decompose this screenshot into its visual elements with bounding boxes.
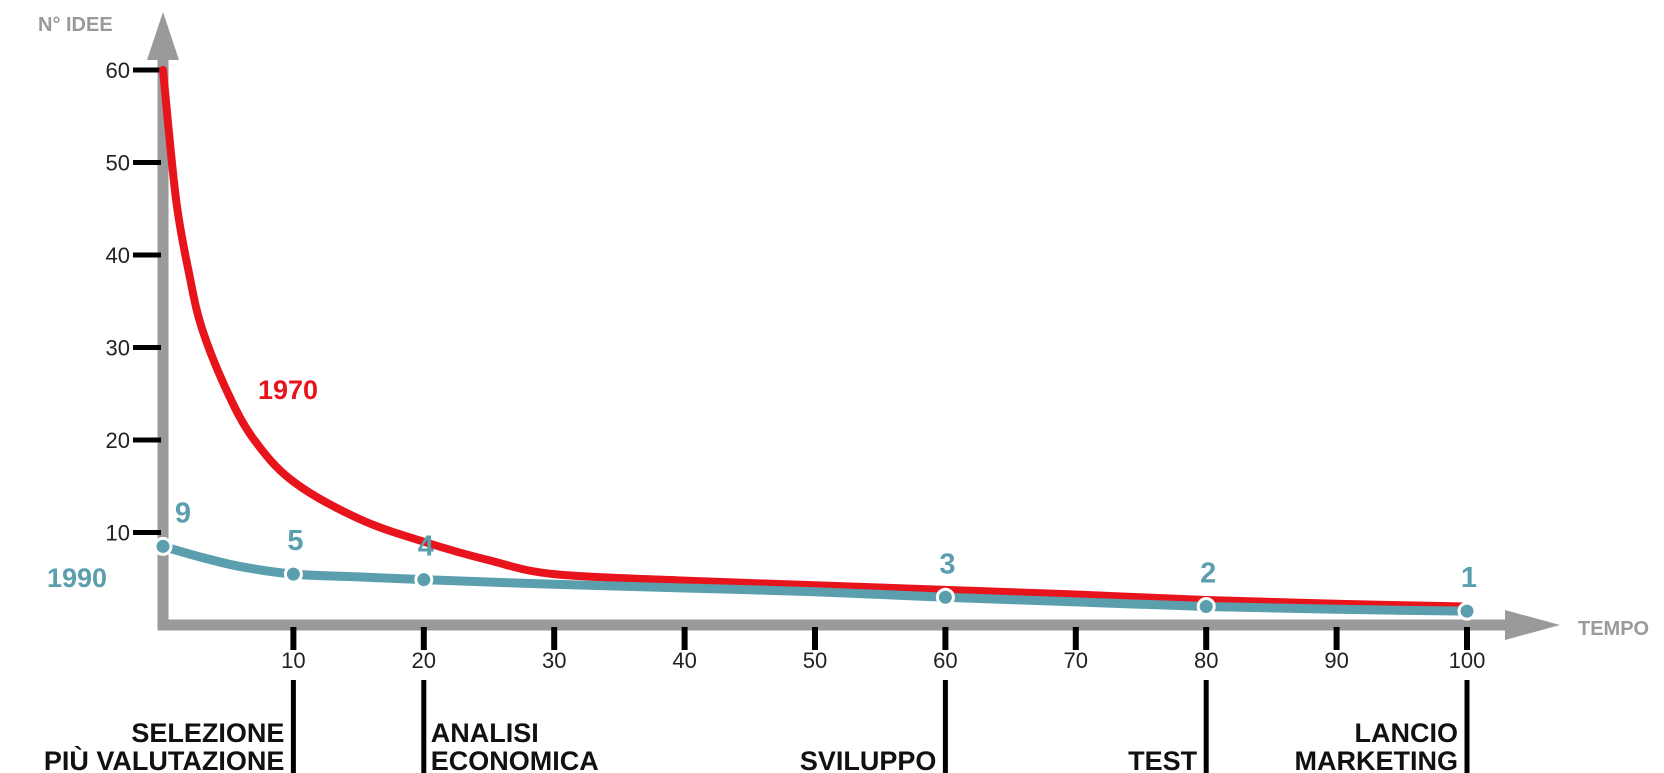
stage-label-4-1: MARKETING xyxy=(1295,746,1459,773)
y-tick-label-50: 50 xyxy=(106,151,130,176)
y-tick-label-30: 30 xyxy=(106,336,130,361)
y-tick-label-40: 40 xyxy=(106,243,130,268)
y-tick-label-20: 20 xyxy=(106,428,130,453)
data-point-3 xyxy=(935,587,955,607)
x-axis-title: TEMPO xyxy=(1578,618,1649,640)
data-label-1: 1 xyxy=(1461,562,1477,594)
data-label-5: 5 xyxy=(287,525,303,557)
y-ticks: 10 20 30 40 50 60 xyxy=(106,58,161,546)
y-tick-label-60: 60 xyxy=(106,58,130,83)
x-tick-label-80: 80 xyxy=(1194,648,1218,673)
data-point-4 xyxy=(414,570,434,590)
x-tick-label-60: 60 xyxy=(933,648,957,673)
x-tick-label-70: 70 xyxy=(1064,648,1088,673)
stage-label-0-0: SELEZIONE xyxy=(131,718,284,748)
stage-label-2-0: SVILUPPO xyxy=(800,746,937,773)
data-point-2 xyxy=(1196,597,1216,616)
series-label-1990: 1990 xyxy=(47,563,107,593)
stage-label-4-0: LANCIO xyxy=(1355,718,1459,748)
x-tick-label-20: 20 xyxy=(412,648,436,673)
series-label-1970: 1970 xyxy=(258,375,318,405)
y-axis-title: N° IDEE xyxy=(38,14,113,36)
x-axis-arrow xyxy=(1505,610,1560,640)
x-tick-label-40: 40 xyxy=(672,648,696,673)
series-line-1970 xyxy=(159,66,1471,611)
data-label-2: 2 xyxy=(1200,558,1216,590)
x-tick-label-30: 30 xyxy=(542,648,566,673)
data-label-9: 9 xyxy=(175,497,191,529)
data-point-9 xyxy=(153,536,173,556)
data-point-5 xyxy=(283,564,303,584)
data-points: 9 5 4 3 2 1 xyxy=(153,497,1477,621)
data-label-3: 3 xyxy=(939,548,955,580)
x-tick-label-90: 90 xyxy=(1324,648,1348,673)
x-tick-label-100: 100 xyxy=(1449,648,1486,673)
axes xyxy=(147,12,1560,640)
stage-label-0-1: PIÙ VALUTAZIONE xyxy=(44,745,285,773)
x-ticks: 10 20 30 40 50 60 70 80 90 100 xyxy=(281,627,1485,673)
x-tick-label-10: 10 xyxy=(281,648,305,673)
data-point-1 xyxy=(1457,601,1477,621)
x-tick-label-50: 50 xyxy=(803,648,827,673)
stage-label-1-0: ANALISI xyxy=(431,718,539,748)
stage-label-3-0: TEST xyxy=(1128,746,1198,773)
data-label-4: 4 xyxy=(418,531,434,563)
y-tick-label-10: 10 xyxy=(106,521,130,546)
y-axis-arrow xyxy=(147,12,179,60)
series-lines xyxy=(158,66,1472,616)
stage-label-1-1: ECONOMICA xyxy=(431,746,599,773)
